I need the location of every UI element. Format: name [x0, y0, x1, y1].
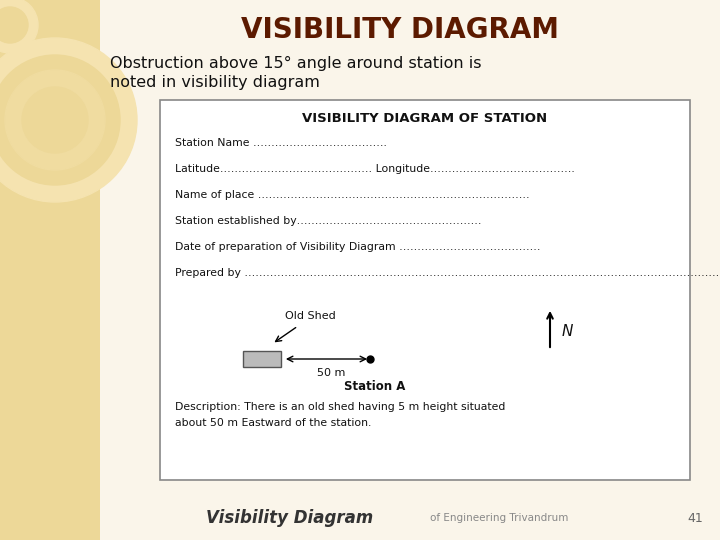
Text: Visibility Diagram: Visibility Diagram	[207, 509, 374, 527]
Bar	[0, 0, 100, 540]
Text: Station Name ……………………………….: Station Name ……………………………….	[175, 138, 387, 148]
Text: Prepared by …………………………………………………………………………………………………………………………………………: Prepared by ……………………………………………………………………………	[175, 268, 720, 278]
Circle shape	[0, 55, 120, 185]
Circle shape	[5, 70, 105, 170]
Text: noted in visibility diagram: noted in visibility diagram	[110, 75, 320, 90]
Bar	[160, 100, 690, 480]
Text: Obstruction above 15° angle around station is: Obstruction above 15° angle around stati…	[110, 56, 482, 71]
Circle shape	[0, 0, 38, 53]
Bar	[100, 0, 720, 540]
Text: Date of preparation of Visibility Diagram …………………………………: Date of preparation of Visibility Diagra…	[175, 242, 541, 252]
Text: Description: There is an old shed having 5 m height situated: Description: There is an old shed having…	[175, 402, 505, 412]
Circle shape	[0, 38, 137, 202]
Text: of Engineering Trivandrum: of Engineering Trivandrum	[430, 513, 568, 523]
Text: 41: 41	[687, 511, 703, 524]
Text: about 50 m Eastward of the station.: about 50 m Eastward of the station.	[175, 418, 372, 428]
Text: N: N	[562, 325, 573, 340]
Text: Station established by……………………………………………: Station established by……………………………………………	[175, 216, 482, 226]
Text: VISIBILITY DIAGRAM: VISIBILITY DIAGRAM	[241, 16, 559, 44]
Text: VISIBILITY DIAGRAM OF STATION: VISIBILITY DIAGRAM OF STATION	[302, 111, 548, 125]
Text: Station A: Station A	[344, 381, 405, 394]
Bar	[243, 351, 281, 367]
Text: Latitude…………………………………… Longitude………………………………….: Latitude…………………………………… Longitude………………………	[175, 164, 575, 174]
Text: Name of place …………………………………………………………………: Name of place …………………………………………………………………	[175, 190, 530, 200]
Circle shape	[22, 87, 88, 153]
Text: Old Shed: Old Shed	[284, 311, 336, 321]
Circle shape	[0, 7, 28, 43]
Text: 50 m: 50 m	[318, 368, 346, 378]
